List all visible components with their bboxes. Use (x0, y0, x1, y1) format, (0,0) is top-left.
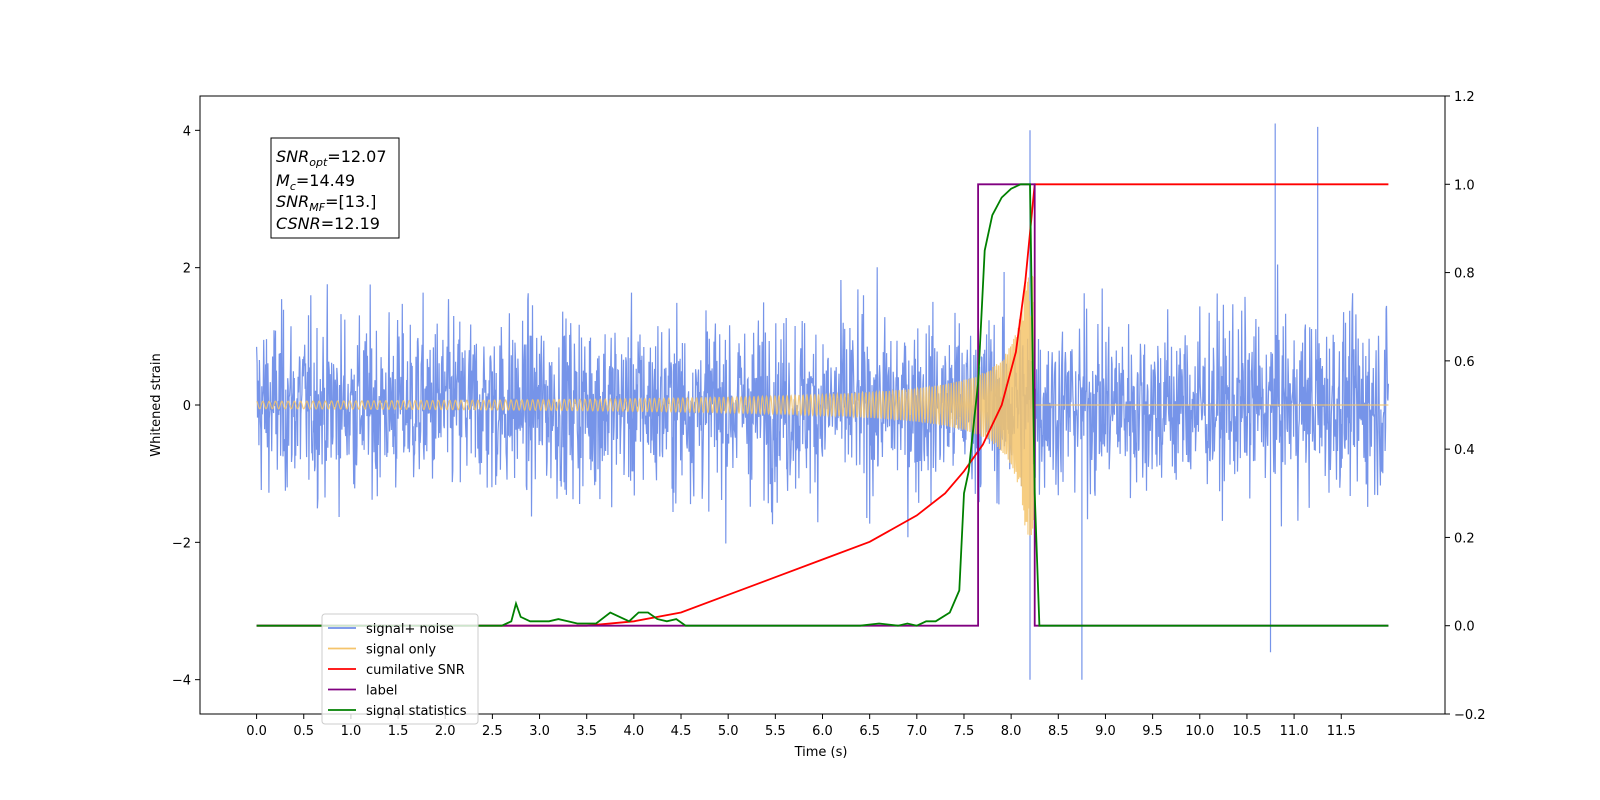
x-tick-label: 7.0 (906, 724, 927, 739)
x-tick-label: 8.0 (1001, 724, 1022, 739)
ann-mc-value: =14.49 (296, 171, 355, 190)
y-axis-ticks: −4 −2 0 2 4 (172, 124, 200, 689)
ann-csnr-main: CSNR (276, 214, 321, 233)
y2-axis-ticks: −0.2 0.0 0.2 0.4 0.6 0.8 1.0 1.2 (1445, 90, 1486, 723)
x-tick-label: 11.0 (1280, 724, 1309, 739)
y2-tick-label: 0.2 (1454, 531, 1475, 546)
y-tick-label: −4 (172, 674, 191, 689)
x-tick-label: 4.0 (624, 724, 645, 739)
legend-box (321, 613, 479, 725)
x-tick-label: 9.0 (1095, 724, 1116, 739)
x-tick-label: 0.5 (293, 724, 314, 739)
ann-csnr-value: =12.19 (321, 214, 380, 233)
x-tick-label: 1.5 (388, 724, 409, 739)
y2-tick-label: 0.4 (1454, 443, 1475, 458)
x-tick-label: 6.5 (859, 724, 880, 739)
legend-label: signal statistics (366, 704, 467, 719)
legend-label: cumilative SNR (366, 663, 465, 678)
x-tick-label: 2.5 (482, 724, 503, 739)
x-tick-label: 0.0 (246, 724, 267, 739)
ann-snr-opt-value: =12.07 (327, 147, 386, 166)
stats-annotation: SNRopt=12.07 Mc=14.49 SNRMF=[13.] CSNR=1… (270, 137, 400, 239)
signal-only-line (256, 275, 1389, 536)
y2-tick-label: 0.0 (1454, 620, 1475, 635)
signal-noise-line (256, 123, 1389, 680)
ann-snr-opt-sub: opt (309, 156, 328, 169)
x-axis-label: Time (s) (794, 745, 848, 760)
svg-text:Mc=14.49: Mc=14.49 (276, 171, 355, 193)
y-axis-label: Whitened strain (149, 353, 164, 456)
y-tick-label: 0 (183, 399, 191, 414)
series-signal-statisticsline (256, 183, 1389, 627)
x-tick-label: 3.5 (576, 724, 597, 739)
right-axis-series (256, 183, 1389, 627)
svg-text:SNRopt=12.07: SNRopt=12.07 (276, 147, 387, 169)
ann-snr-mf-sub: MF (309, 201, 325, 214)
x-tick-label: 10.5 (1232, 724, 1261, 739)
legend-label: signal only (366, 643, 436, 658)
legend-label: signal+ noise (366, 622, 454, 637)
legend-label: label (366, 684, 397, 699)
x-tick-label: 5.5 (765, 724, 786, 739)
y2-tick-label: −0.2 (1454, 708, 1486, 723)
ann-snr-mf-value: =[13.] (325, 192, 376, 211)
series-signal-only (256, 275, 1389, 536)
x-tick-label: 4.5 (671, 724, 692, 739)
x-tick-label: 1.0 (341, 724, 362, 739)
series-signal-noise (256, 123, 1389, 680)
x-tick-label: 5.0 (718, 724, 739, 739)
x-tick-label: 2.0 (435, 724, 456, 739)
x-tick-label: 6.0 (812, 724, 833, 739)
ann-mc-main: M (276, 171, 290, 190)
y2-tick-label: 1.2 (1454, 90, 1475, 105)
series-cumilative-snrline (256, 183, 1389, 627)
ann-snr-mf-main: SNR (276, 192, 309, 211)
y-tick-label: 4 (183, 124, 191, 139)
x-tick-label: 7.5 (954, 724, 975, 739)
ann-snr-opt-main: SNR (276, 147, 309, 166)
x-axis-ticks: 0.0 0.5 1.0 1.5 2.0 2.5 3.0 3.5 4.0 4.5 5.0 5.5 6.0 6… (246, 714, 1356, 739)
y-tick-label: 2 (183, 262, 191, 277)
x-tick-label: 3.0 (529, 724, 550, 739)
x-tick-label: 9.5 (1142, 724, 1163, 739)
x-tick-label: 11.5 (1327, 724, 1356, 739)
x-tick-label: 10.0 (1185, 724, 1214, 739)
legend: signal+ noise signal only cumilative SNR la… (321, 613, 479, 725)
y2-tick-label: 0.6 (1454, 355, 1475, 370)
y2-tick-label: 0.8 (1454, 267, 1475, 282)
x-tick-label: 8.5 (1048, 724, 1069, 739)
annotation-box (270, 137, 400, 239)
svg-text:CSNR=12.19: CSNR=12.19 (276, 214, 380, 233)
y-tick-label: −2 (172, 536, 191, 551)
y2-tick-label: 1.0 (1454, 178, 1475, 193)
ann-mc-sub: c (290, 180, 296, 193)
svg-text:SNRMF=[13.]: SNRMF=[13.] (276, 192, 376, 214)
